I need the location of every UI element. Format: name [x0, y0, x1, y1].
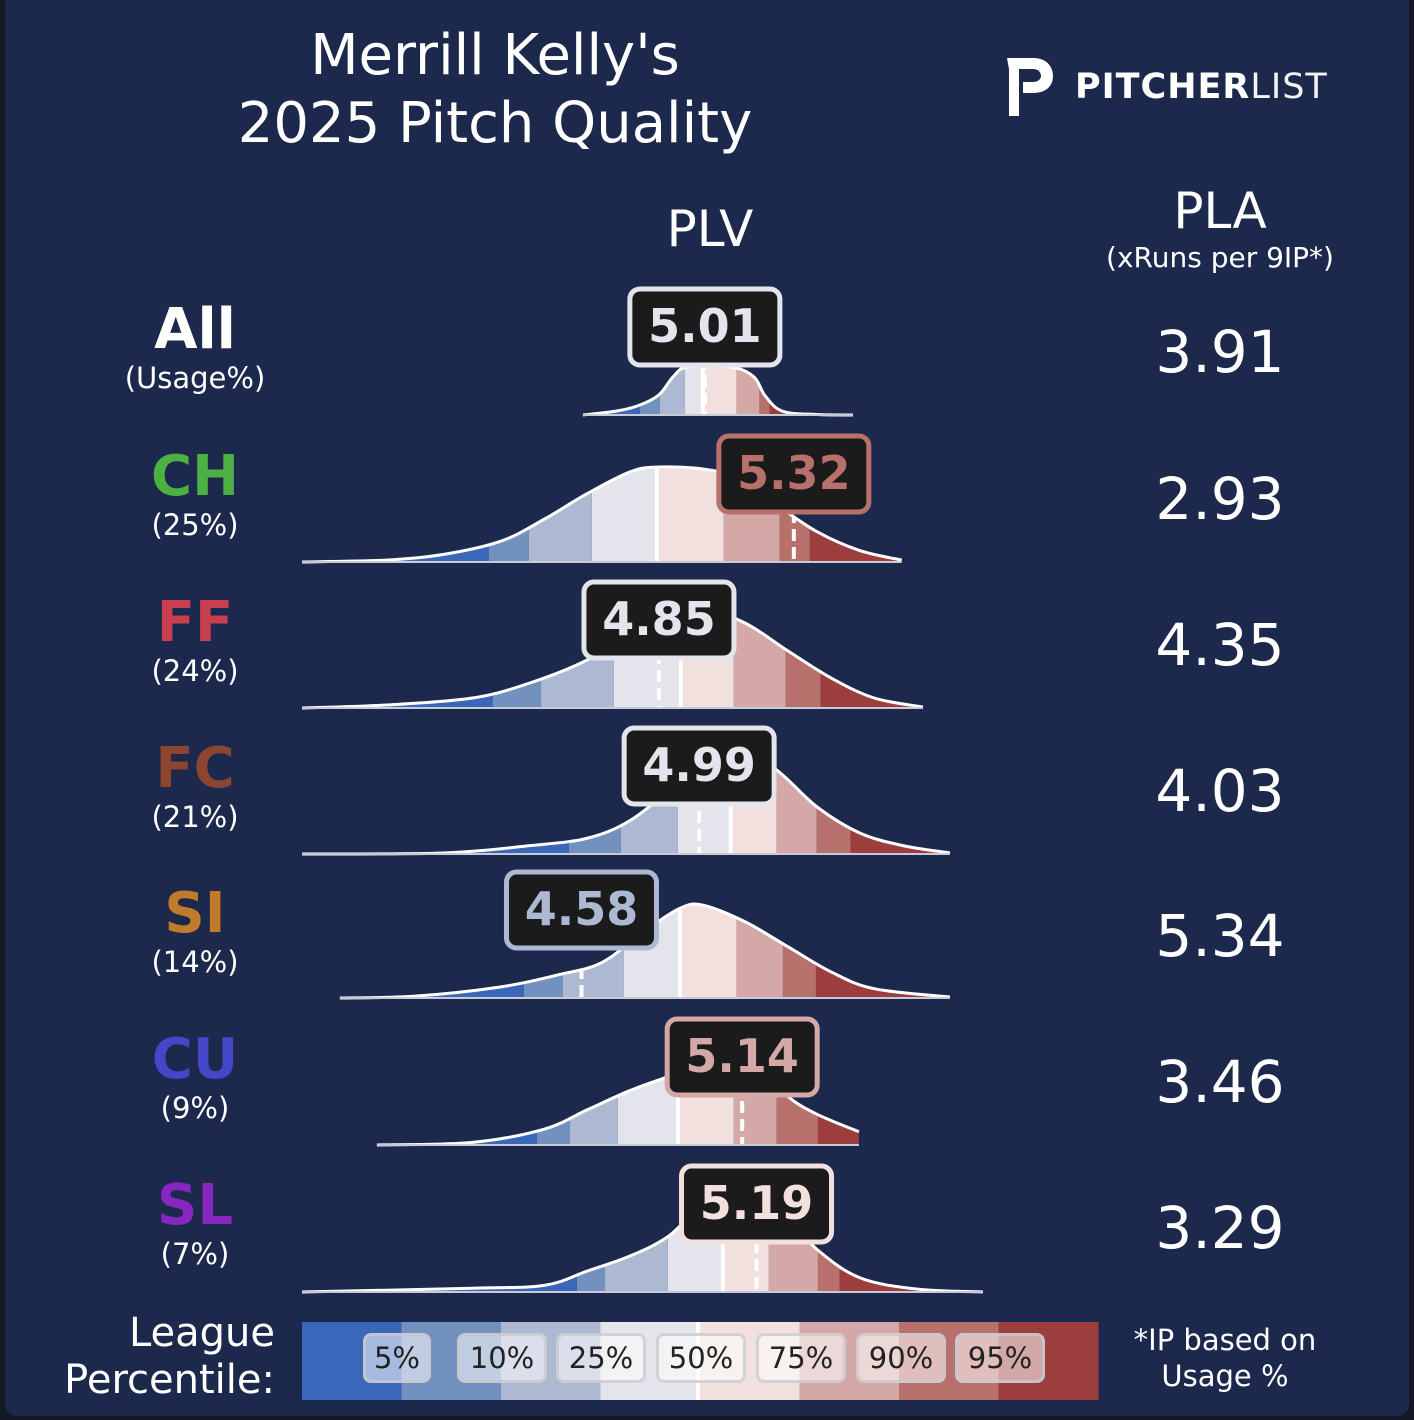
plv-value-label: 4.99	[642, 738, 756, 792]
legend-label: League Percentile:	[25, 1310, 275, 1404]
legend-percentile-90: 90%	[856, 1333, 946, 1383]
band-1	[488, 466, 529, 562]
band-5	[736, 904, 783, 998]
pla-value-ch: 2.93	[1155, 465, 1285, 533]
plv-value-label: 4.85	[602, 592, 716, 646]
legend-percentile-95: 95%	[955, 1333, 1045, 1383]
pla-subtitle: (xRuns per 9IP*)	[1106, 241, 1334, 274]
plv-value-box	[627, 286, 783, 368]
pla-value-si: 5.34	[1155, 902, 1285, 970]
band-5	[776, 747, 817, 854]
pitch-label-all: All (Usage%)	[95, 300, 295, 396]
logo-text: PITCHERLIST	[1075, 67, 1328, 107]
pitch-code: All	[154, 297, 236, 362]
band-7	[815, 904, 950, 998]
band-0	[302, 466, 489, 562]
band-0	[339, 904, 524, 998]
pla-column-header: PLA (xRuns per 9IP*)	[1085, 180, 1355, 274]
pitch-usage: (Usage%)	[124, 361, 266, 395]
band-0	[302, 1197, 577, 1292]
pitch-label-si: SI (14%)	[95, 884, 295, 980]
band-7	[839, 1197, 983, 1292]
pitch-code: CH	[151, 444, 239, 509]
distribution-row-sl: 5.19	[301, 1163, 983, 1294]
pitch-label-ff: FF (24%)	[95, 593, 295, 689]
plv-value-label: 4.58	[525, 882, 639, 936]
band-0	[302, 747, 569, 854]
density-outline	[339, 902, 951, 1000]
band-7	[820, 607, 923, 708]
pitch-label-ch: CH (25%)	[95, 447, 295, 543]
pitch-usage: (9%)	[160, 1091, 230, 1125]
pla-value-cu: 3.46	[1155, 1048, 1285, 1116]
distribution-row-cu: 5.14	[376, 1016, 860, 1147]
pitcherlist-logo: PITCHERLIST	[1003, 52, 1328, 122]
plv-value-box	[503, 869, 659, 951]
plv-value-box	[581, 579, 737, 661]
footnote: *IP based on Usage %	[1105, 1322, 1345, 1394]
pitch-label-cu: CU (9%)	[95, 1030, 295, 1126]
plv-column-header: PLV	[666, 200, 754, 258]
density-outline	[301, 465, 903, 564]
legend-label-line-2: Percentile:	[64, 1357, 275, 1403]
pitch-code: SL	[156, 1173, 233, 1238]
pitcherlist-p-icon	[1007, 58, 1053, 116]
page-title: Merrill Kelly's 2025 Pitch Quality	[5, 22, 985, 158]
percentile-bands	[302, 1197, 983, 1292]
plv-value-label: 5.19	[700, 1176, 814, 1230]
pla-value-ff: 4.35	[1155, 611, 1285, 679]
legend-label-line-1: League	[128, 1310, 275, 1356]
plv-value-box	[679, 1163, 835, 1245]
pitch-label-fc: FC (21%)	[95, 739, 295, 835]
legend-percentile-5: 5%	[363, 1333, 431, 1383]
pla-title: PLA	[1173, 182, 1267, 240]
pitch-usage: (24%)	[151, 654, 239, 688]
plv-value-label: 5.01	[648, 299, 762, 353]
legend-percentile-10: 10%	[457, 1333, 547, 1383]
band-7	[769, 365, 853, 415]
title-line-2: 2025 Pitch Quality	[237, 91, 753, 156]
plv-value-box	[621, 725, 777, 807]
band-1	[576, 1197, 606, 1292]
band-5	[733, 607, 786, 708]
infographic: Merrill Kelly's 2025 Pitch Quality PITCH…	[5, 0, 1409, 1416]
pitch-code: FF	[156, 590, 234, 655]
band-0	[376, 1056, 538, 1145]
pitch-usage: (7%)	[160, 1237, 230, 1271]
pitch-usage: (25%)	[151, 508, 239, 542]
band-2	[605, 1197, 668, 1292]
distribution-row-fc: 4.99	[301, 725, 951, 856]
title-line-1: Merrill Kelly's	[310, 23, 680, 88]
band-0	[302, 607, 493, 708]
band-4	[656, 466, 724, 562]
plv-value-box	[716, 433, 872, 515]
band-4	[702, 365, 737, 415]
legend-percentile-50: 50%	[656, 1333, 746, 1383]
pitch-code: CU	[151, 1027, 239, 1092]
pitch-usage: (14%)	[151, 945, 239, 979]
pitch-label-sl: SL (7%)	[95, 1176, 295, 1272]
pla-value-sl: 3.29	[1155, 1194, 1285, 1262]
plv-value-box	[664, 1016, 820, 1098]
band-6	[816, 747, 851, 854]
distribution-row-si: 4.58	[339, 869, 951, 1000]
distribution-row-ff: 4.85	[301, 579, 924, 710]
plv-value-label: 5.32	[737, 446, 851, 500]
plv-value-label: 5.14	[685, 1029, 799, 1083]
pitch-code: SI	[164, 881, 226, 946]
band-2	[570, 1056, 618, 1145]
pla-value-all: 3.91	[1155, 318, 1285, 386]
distribution-row-all: 5.01	[582, 286, 853, 417]
plv-distribution-chart: 5.01 5.32 4.85 4.99 4.58 5.14 5.19	[301, 286, 1099, 1400]
legend-percentile-75: 75%	[756, 1333, 846, 1383]
footnote-line-1: *IP based on	[1133, 1323, 1317, 1357]
pitch-usage: (21%)	[151, 800, 239, 834]
footnote-line-2: Usage %	[1161, 1359, 1289, 1393]
band-3	[684, 365, 703, 415]
pla-value-fc: 4.03	[1155, 757, 1285, 825]
legend-percentile-25: 25%	[556, 1333, 646, 1383]
pitch-code: FC	[155, 736, 235, 801]
band-4	[679, 904, 737, 998]
distribution-row-ch: 5.32	[301, 433, 903, 564]
